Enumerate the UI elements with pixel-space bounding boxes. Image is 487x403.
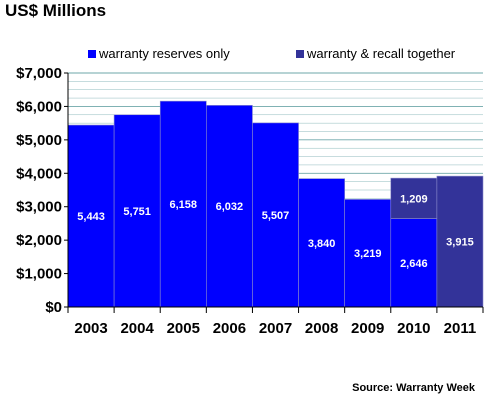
y-tick-label: $1,000 [16, 266, 62, 283]
x-tick-labels: 2003 2004 2005 2006 2007 2008 2009 2010 2011 [74, 320, 476, 337]
bars [67, 100, 484, 308]
legend-label: warranty & recall together [306, 46, 456, 61]
chart-source: Source: Warranty Week [352, 382, 475, 394]
bar-2008-series-1 [298, 178, 345, 308]
data-label: 1,209 [400, 193, 428, 205]
x-tick-label: 2011 [444, 320, 477, 337]
data-label: 6,158 [170, 199, 198, 211]
y-tick-labels: $0 $1,000 $2,000 $3,000 $4,000 $5,000 $6,000 $7… [16, 65, 62, 316]
legend-swatch [88, 50, 96, 58]
x-tick-label: 2007 [259, 320, 292, 337]
axes [64, 72, 484, 313]
x-tick-label: 2010 [397, 320, 430, 337]
bar-2007-series-1 [252, 122, 299, 308]
legend: warranty reserves only warranty & recall … [88, 46, 456, 61]
x-tick-label: 2006 [213, 320, 246, 337]
bar-2011-series-2 [436, 175, 484, 308]
bar-2006-series-1 [206, 105, 253, 308]
y-tick-label: $5,000 [16, 132, 62, 149]
bar-2009-series-1 [344, 199, 392, 308]
data-label: 6,032 [216, 201, 244, 213]
bar-2003-series-1 [67, 124, 115, 308]
data-label: 2,646 [400, 258, 428, 270]
legend-swatch [296, 50, 304, 58]
legend-label: warranty reserves only [98, 46, 230, 61]
data-label: 3,219 [354, 248, 382, 260]
y-tick-label: $7,000 [16, 65, 62, 82]
data-label: 5,507 [262, 210, 290, 222]
x-tick-label: 2003 [74, 320, 107, 337]
data-labels: 5,443 5,751 6,158 6,032 5,507 3,840 3,219 2,646… [77, 193, 473, 269]
data-label: 5,751 [123, 206, 151, 218]
x-tick-label: 2008 [305, 320, 338, 337]
y-tick-label: $3,000 [16, 199, 62, 216]
bar-2004-series-1 [113, 114, 161, 308]
y-tick-label: $4,000 [16, 165, 62, 182]
bar-2010-series-2 [390, 177, 438, 219]
y-tick-label: $6,000 [16, 98, 62, 115]
x-tick-label: 2004 [120, 320, 154, 337]
y-tick-label: $0 [45, 299, 62, 316]
bar-2010-series-1 [390, 218, 438, 308]
data-label: 3,915 [446, 237, 474, 249]
chart-title: US$ Millions [5, 1, 107, 20]
x-tick-label: 2009 [351, 320, 384, 337]
data-label: 3,840 [308, 238, 336, 250]
y-tick-label: $2,000 [16, 232, 62, 249]
x-tick-label: 2005 [167, 320, 200, 337]
data-label: 5,443 [77, 211, 105, 223]
